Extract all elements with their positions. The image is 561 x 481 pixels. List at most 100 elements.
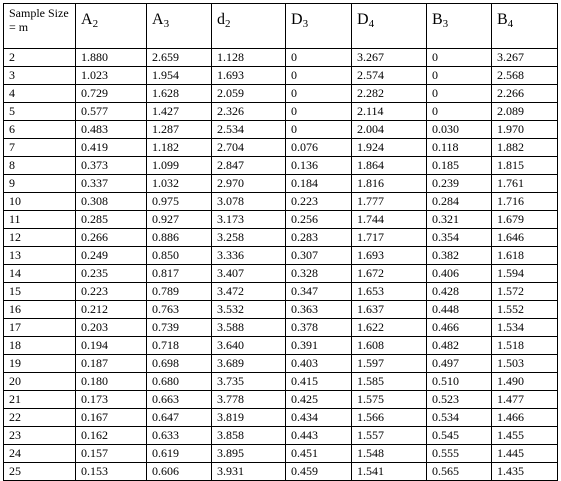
D4-cell: 3.267 — [351, 48, 427, 67]
a3-cell: 0.698 — [146, 354, 212, 373]
header-a3-base: A — [152, 11, 164, 28]
table-row: 16 0.212 0.763 3.532 0.363 1.637 0.448 1.552 — [3, 300, 558, 319]
D3-cell: 0.434 — [285, 408, 352, 427]
sample-size-cell: 17 — [3, 318, 76, 337]
D4-cell: 1.608 — [351, 336, 427, 355]
table-row: 23 0.162 0.633 3.858 0.443 1.557 0.545 1.455 — [3, 426, 558, 445]
table-row: 20 0.180 0.680 3.735 0.415 1.585 0.510 1.490 — [3, 372, 558, 391]
a3-cell: 0.927 — [146, 210, 212, 229]
D4-cell: 1.637 — [351, 300, 427, 319]
header-a2-sub: 2 — [92, 18, 99, 30]
d2-cell: 3.689 — [211, 354, 286, 373]
a2-cell: 1.023 — [75, 66, 147, 85]
D3-cell: 0 — [285, 66, 352, 85]
a2-cell: 0.577 — [75, 102, 147, 121]
table-row: 19 0.187 0.698 3.689 0.403 1.597 0.497 1.503 — [3, 354, 558, 373]
table-row: 17 0.203 0.739 3.588 0.378 1.622 0.466 1.534 — [3, 318, 558, 337]
D4-cell: 1.777 — [351, 192, 427, 211]
a2-cell: 0.729 — [75, 84, 147, 103]
B4-cell: 1.552 — [491, 300, 558, 319]
B4-cell: 1.970 — [491, 120, 558, 139]
table-row: 5 0.577 1.427 2.326 0 2.114 0 2.089 — [3, 102, 558, 121]
d2-cell: 3.078 — [211, 192, 286, 211]
a2-cell: 0.249 — [75, 246, 147, 265]
a3-cell: 0.647 — [146, 408, 212, 427]
B3-cell: 0.406 — [426, 264, 492, 283]
header-a3: A3 — [146, 3, 212, 49]
header-d2-sub: 2 — [225, 18, 231, 30]
d2-cell: 3.640 — [211, 336, 286, 355]
a2-cell: 1.880 — [75, 48, 147, 67]
a2-cell: 0.194 — [75, 336, 147, 355]
B3-cell: 0.321 — [426, 210, 492, 229]
D4-cell: 2.004 — [351, 120, 427, 139]
D4-cell: 2.282 — [351, 84, 427, 103]
d2-cell: 2.326 — [211, 102, 286, 121]
a2-cell: 0.483 — [75, 120, 147, 139]
table-header: Sample Size = m A2 A3 d2 D3 D4 B3 B4 — [3, 3, 558, 49]
B4-cell: 1.466 — [491, 408, 558, 427]
header-D4: D4 — [351, 3, 427, 49]
a3-cell: 1.099 — [146, 156, 212, 175]
a3-cell: 0.663 — [146, 390, 212, 409]
a3-cell: 1.628 — [146, 84, 212, 103]
D3-cell: 0.223 — [285, 192, 352, 211]
a2-cell: 0.419 — [75, 138, 147, 157]
table-row: 10 0.308 0.975 3.078 0.223 1.777 0.284 1.716 — [3, 192, 558, 211]
D4-cell: 1.717 — [351, 228, 427, 247]
header-B4-base: B — [497, 11, 508, 28]
B3-cell: 0.482 — [426, 336, 492, 355]
D3-cell: 0.136 — [285, 156, 352, 175]
a3-cell: 0.817 — [146, 264, 212, 283]
B3-cell: 0.118 — [426, 138, 492, 157]
a2-cell: 0.337 — [75, 174, 147, 193]
D4-cell: 1.585 — [351, 372, 427, 391]
sample-size-cell: 7 — [3, 138, 76, 157]
control-chart-constants-table: Sample Size = m A2 A3 d2 D3 D4 B3 B4 2 1.… — [3, 3, 558, 481]
a3-cell: 0.789 — [146, 282, 212, 301]
D4-cell: 1.566 — [351, 408, 427, 427]
header-B4: B4 — [491, 3, 558, 49]
D4-cell: 1.744 — [351, 210, 427, 229]
sample-size-cell: 16 — [3, 300, 76, 319]
header-D3: D3 — [285, 3, 352, 49]
D3-cell: 0.451 — [285, 444, 352, 463]
D4-cell: 2.574 — [351, 66, 427, 85]
d2-cell: 3.819 — [211, 408, 286, 427]
d2-cell: 3.778 — [211, 390, 286, 409]
a2-cell: 0.187 — [75, 354, 147, 373]
sample-size-cell: 3 — [3, 66, 76, 85]
table-row: 18 0.194 0.718 3.640 0.391 1.608 0.482 1.518 — [3, 336, 558, 355]
header-row: Sample Size = m A2 A3 d2 D3 D4 B3 B4 — [3, 3, 558, 49]
D3-cell: 0.403 — [285, 354, 352, 373]
d2-cell: 2.970 — [211, 174, 286, 193]
sample-size-cell: 21 — [3, 390, 76, 409]
B3-cell: 0 — [426, 84, 492, 103]
header-d2: d2 — [211, 3, 286, 49]
sample-size-cell: 18 — [3, 336, 76, 355]
d2-cell: 1.693 — [211, 66, 286, 85]
D4-cell: 1.622 — [351, 318, 427, 337]
table-row: 15 0.223 0.789 3.472 0.347 1.653 0.428 1.572 — [3, 282, 558, 301]
table-row: 7 0.419 1.182 2.704 0.076 1.924 0.118 1.882 — [3, 138, 558, 157]
table-row: 8 0.373 1.099 2.847 0.136 1.864 0.185 1.815 — [3, 156, 558, 175]
a2-cell: 0.173 — [75, 390, 147, 409]
table-row: 2 1.880 2.659 1.128 0 3.267 0 3.267 — [3, 48, 558, 67]
D3-cell: 0 — [285, 48, 352, 67]
table-row: 21 0.173 0.663 3.778 0.425 1.575 0.523 1.477 — [3, 390, 558, 409]
header-a3-sub: 3 — [163, 18, 170, 30]
sample-size-cell: 10 — [3, 192, 76, 211]
B4-cell: 1.761 — [491, 174, 558, 193]
d2-cell: 3.336 — [211, 246, 286, 265]
d2-cell: 3.588 — [211, 318, 286, 337]
table-row: 13 0.249 0.850 3.336 0.307 1.693 0.382 1.618 — [3, 246, 558, 265]
B3-cell: 0.284 — [426, 192, 492, 211]
B3-cell: 0 — [426, 102, 492, 121]
sample-size-cell: 13 — [3, 246, 76, 265]
a3-cell: 0.886 — [146, 228, 212, 247]
a2-cell: 0.157 — [75, 444, 147, 463]
a3-cell: 0.763 — [146, 300, 212, 319]
a2-cell: 0.180 — [75, 372, 147, 391]
header-B3-sub: 3 — [442, 18, 449, 30]
B4-cell: 1.518 — [491, 336, 558, 355]
